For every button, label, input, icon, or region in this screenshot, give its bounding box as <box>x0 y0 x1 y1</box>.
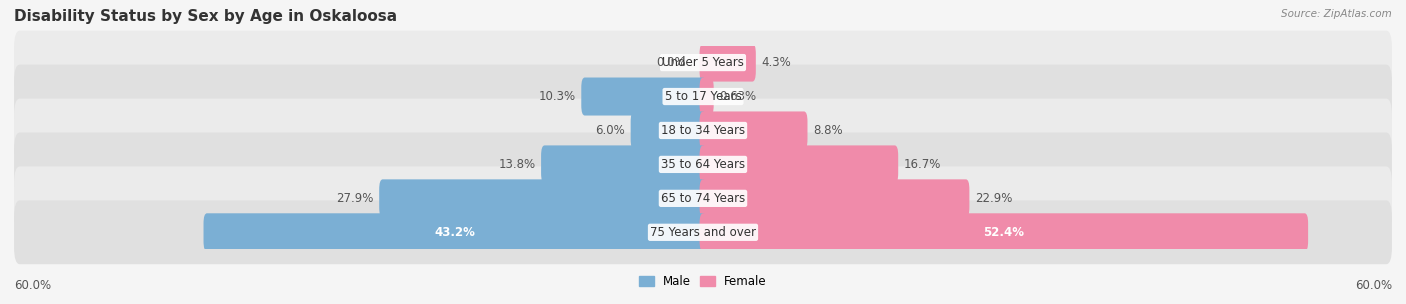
Text: Under 5 Years: Under 5 Years <box>662 56 744 69</box>
Legend: Male, Female: Male, Female <box>640 275 766 288</box>
Text: 4.3%: 4.3% <box>762 56 792 69</box>
FancyBboxPatch shape <box>14 200 1392 264</box>
FancyBboxPatch shape <box>700 112 807 150</box>
FancyBboxPatch shape <box>14 31 1392 95</box>
Text: 10.3%: 10.3% <box>538 90 575 103</box>
Text: 5 to 17 Years: 5 to 17 Years <box>665 90 741 103</box>
FancyBboxPatch shape <box>14 98 1392 162</box>
Text: Disability Status by Sex by Age in Oskaloosa: Disability Status by Sex by Age in Oskal… <box>14 9 396 24</box>
Text: 22.9%: 22.9% <box>976 192 1012 205</box>
FancyBboxPatch shape <box>14 167 1392 230</box>
FancyBboxPatch shape <box>631 112 706 150</box>
Text: 6.0%: 6.0% <box>595 124 624 137</box>
FancyBboxPatch shape <box>700 43 756 81</box>
FancyBboxPatch shape <box>204 213 706 251</box>
Text: 65 to 74 Years: 65 to 74 Years <box>661 192 745 205</box>
Text: 13.8%: 13.8% <box>498 158 536 171</box>
Text: Source: ZipAtlas.com: Source: ZipAtlas.com <box>1281 9 1392 19</box>
Text: 60.0%: 60.0% <box>1355 279 1392 292</box>
FancyBboxPatch shape <box>700 145 898 183</box>
Text: 8.8%: 8.8% <box>813 124 842 137</box>
Text: 0.63%: 0.63% <box>720 90 756 103</box>
Text: 35 to 64 Years: 35 to 64 Years <box>661 158 745 171</box>
Text: 16.7%: 16.7% <box>904 158 941 171</box>
FancyBboxPatch shape <box>541 145 706 183</box>
Text: 75 Years and over: 75 Years and over <box>650 226 756 239</box>
FancyBboxPatch shape <box>700 213 1308 251</box>
FancyBboxPatch shape <box>380 179 706 217</box>
FancyBboxPatch shape <box>581 78 706 116</box>
Text: 43.2%: 43.2% <box>434 226 475 239</box>
Text: 18 to 34 Years: 18 to 34 Years <box>661 124 745 137</box>
FancyBboxPatch shape <box>700 179 969 217</box>
Text: 27.9%: 27.9% <box>336 192 374 205</box>
FancyBboxPatch shape <box>700 78 714 116</box>
Text: 0.0%: 0.0% <box>657 56 686 69</box>
Text: 52.4%: 52.4% <box>983 226 1025 239</box>
Text: 60.0%: 60.0% <box>14 279 51 292</box>
FancyBboxPatch shape <box>14 133 1392 196</box>
FancyBboxPatch shape <box>14 65 1392 128</box>
